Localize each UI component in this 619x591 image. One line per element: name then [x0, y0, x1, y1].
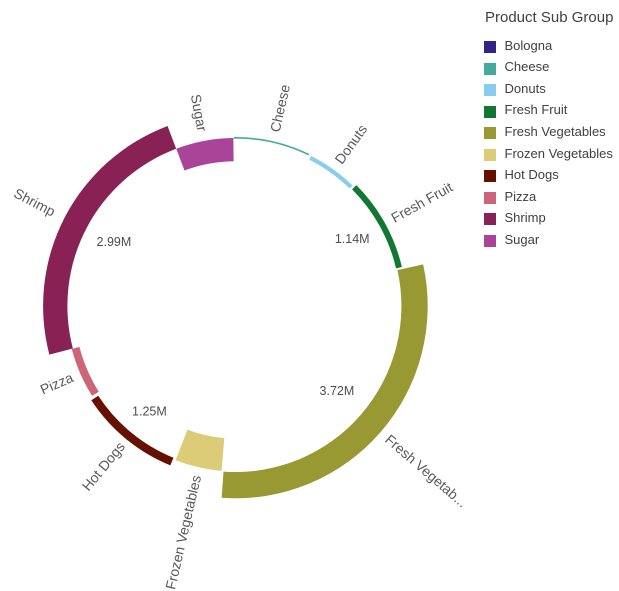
svg-text:1.25M: 1.25M	[132, 404, 167, 418]
svg-text:Fresh Vegetab...: Fresh Vegetab...	[382, 431, 470, 510]
svg-text:Hot Dogs: Hot Dogs	[79, 439, 128, 494]
svg-text:1.14M: 1.14M	[335, 232, 370, 246]
svg-text:Frozen Vegetables: Frozen Vegetables	[162, 474, 204, 591]
svg-text:Sugar: Sugar	[188, 93, 211, 133]
svg-text:Donuts: Donuts	[331, 121, 370, 166]
svg-text:Pizza: Pizza	[38, 369, 76, 397]
svg-text:3.72M: 3.72M	[320, 384, 355, 398]
svg-text:2.99M: 2.99M	[97, 235, 132, 249]
svg-text:Cheese: Cheese	[267, 83, 293, 134]
svg-text:Shrimp: Shrimp	[11, 185, 58, 220]
svg-text:Fresh Fruit: Fresh Fruit	[388, 179, 455, 226]
